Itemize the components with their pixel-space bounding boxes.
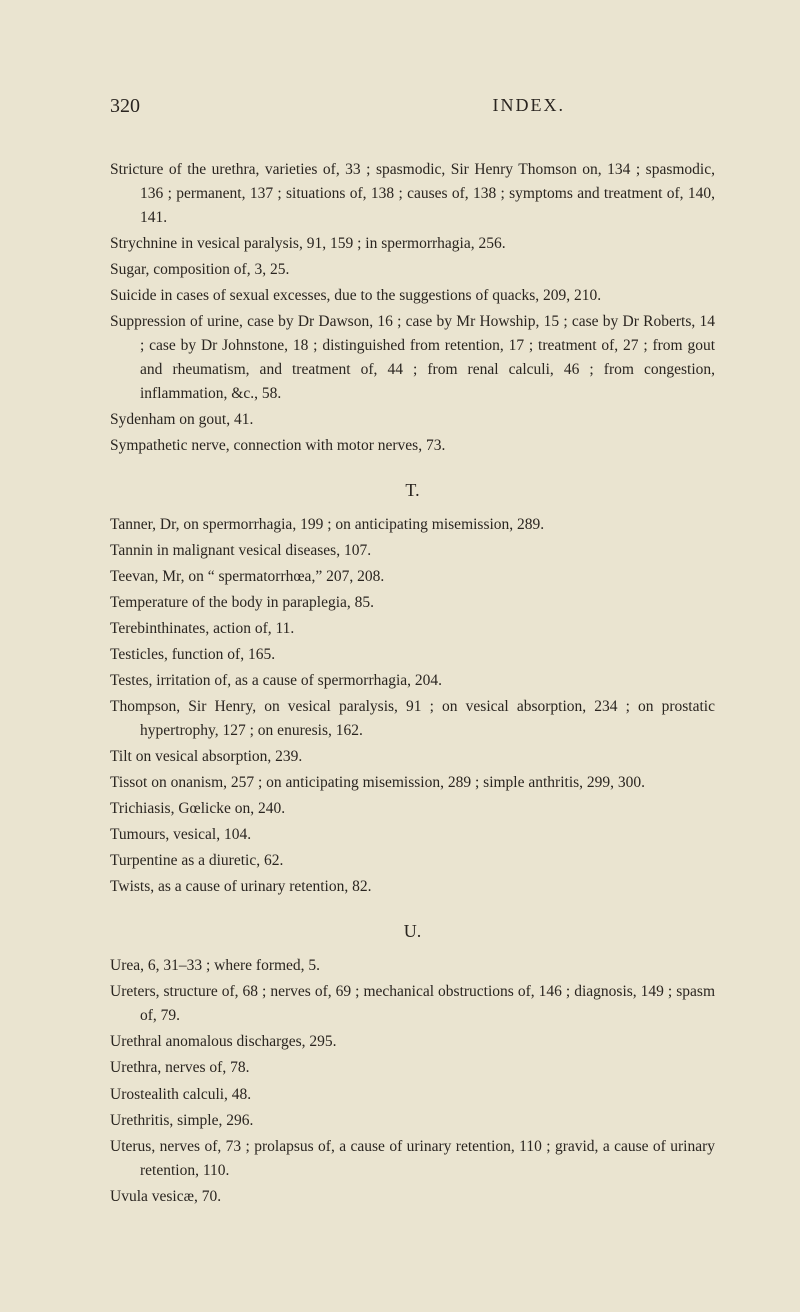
index-entry: Sydenham on gout, 41. [110, 408, 715, 432]
index-entry: Testes, irritation of, as a cause of spe… [110, 669, 715, 693]
index-entry: Urostealith calculi, 48. [110, 1083, 715, 1107]
index-entry: Trichiasis, Gœlicke on, 240. [110, 797, 715, 821]
index-entry: Tissot on onanism, 257 ; on anticipating… [110, 771, 715, 795]
index-entry: Suppression of urine, case by Dr Dawson,… [110, 310, 715, 406]
index-entry: Stricture of the urethra, varieties of, … [110, 158, 715, 230]
section-t: Tanner, Dr, on spermorrhagia, 199 ; on a… [110, 513, 715, 899]
page-number: 320 [110, 95, 140, 118]
index-entry: Turpentine as a diuretic, 62. [110, 849, 715, 873]
index-entry: Urethra, nerves of, 78. [110, 1056, 715, 1080]
index-entry: Ureters, structure of, 68 ; nerves of, 6… [110, 980, 715, 1028]
index-entry: Urethral anomalous discharges, 295. [110, 1030, 715, 1054]
section-letter-t: T. [110, 480, 715, 501]
index-entry: Twists, as a cause of urinary retention,… [110, 875, 715, 899]
section-u: Urea, 6, 31–33 ; where formed, 5. Ureter… [110, 954, 715, 1208]
page-header: 320 INDEX. [110, 95, 715, 118]
index-entry: Terebinthinates, action of, 11. [110, 617, 715, 641]
index-entry: Temperature of the body in paraplegia, 8… [110, 591, 715, 615]
index-title: INDEX. [493, 95, 566, 118]
section-letter-u: U. [110, 921, 715, 942]
index-entry: Suicide in cases of sexual excesses, due… [110, 284, 715, 308]
index-entry: Urea, 6, 31–33 ; where formed, 5. [110, 954, 715, 978]
section-s: Stricture of the urethra, varieties of, … [110, 158, 715, 458]
index-entry: Sympathetic nerve, connection with motor… [110, 434, 715, 458]
index-entry: Tannin in malignant vesical diseases, 10… [110, 539, 715, 563]
index-entry: Uterus, nerves of, 73 ; prolapsus of, a … [110, 1135, 715, 1183]
index-entry: Testicles, function of, 165. [110, 643, 715, 667]
index-entry: Strychnine in vesical paralysis, 91, 159… [110, 232, 715, 256]
index-entry: Uvula vesicæ, 70. [110, 1185, 715, 1209]
index-entry: Teevan, Mr, on “ spermatorrhœa,” 207, 20… [110, 565, 715, 589]
index-entry: Urethritis, simple, 296. [110, 1109, 715, 1133]
index-entry: Tumours, vesical, 104. [110, 823, 715, 847]
index-entry: Tanner, Dr, on spermorrhagia, 199 ; on a… [110, 513, 715, 537]
index-entry: Sugar, composition of, 3, 25. [110, 258, 715, 282]
index-entry: Tilt on vesical absorption, 239. [110, 745, 715, 769]
index-entry: Thompson, Sir Henry, on vesical paralysi… [110, 695, 715, 743]
